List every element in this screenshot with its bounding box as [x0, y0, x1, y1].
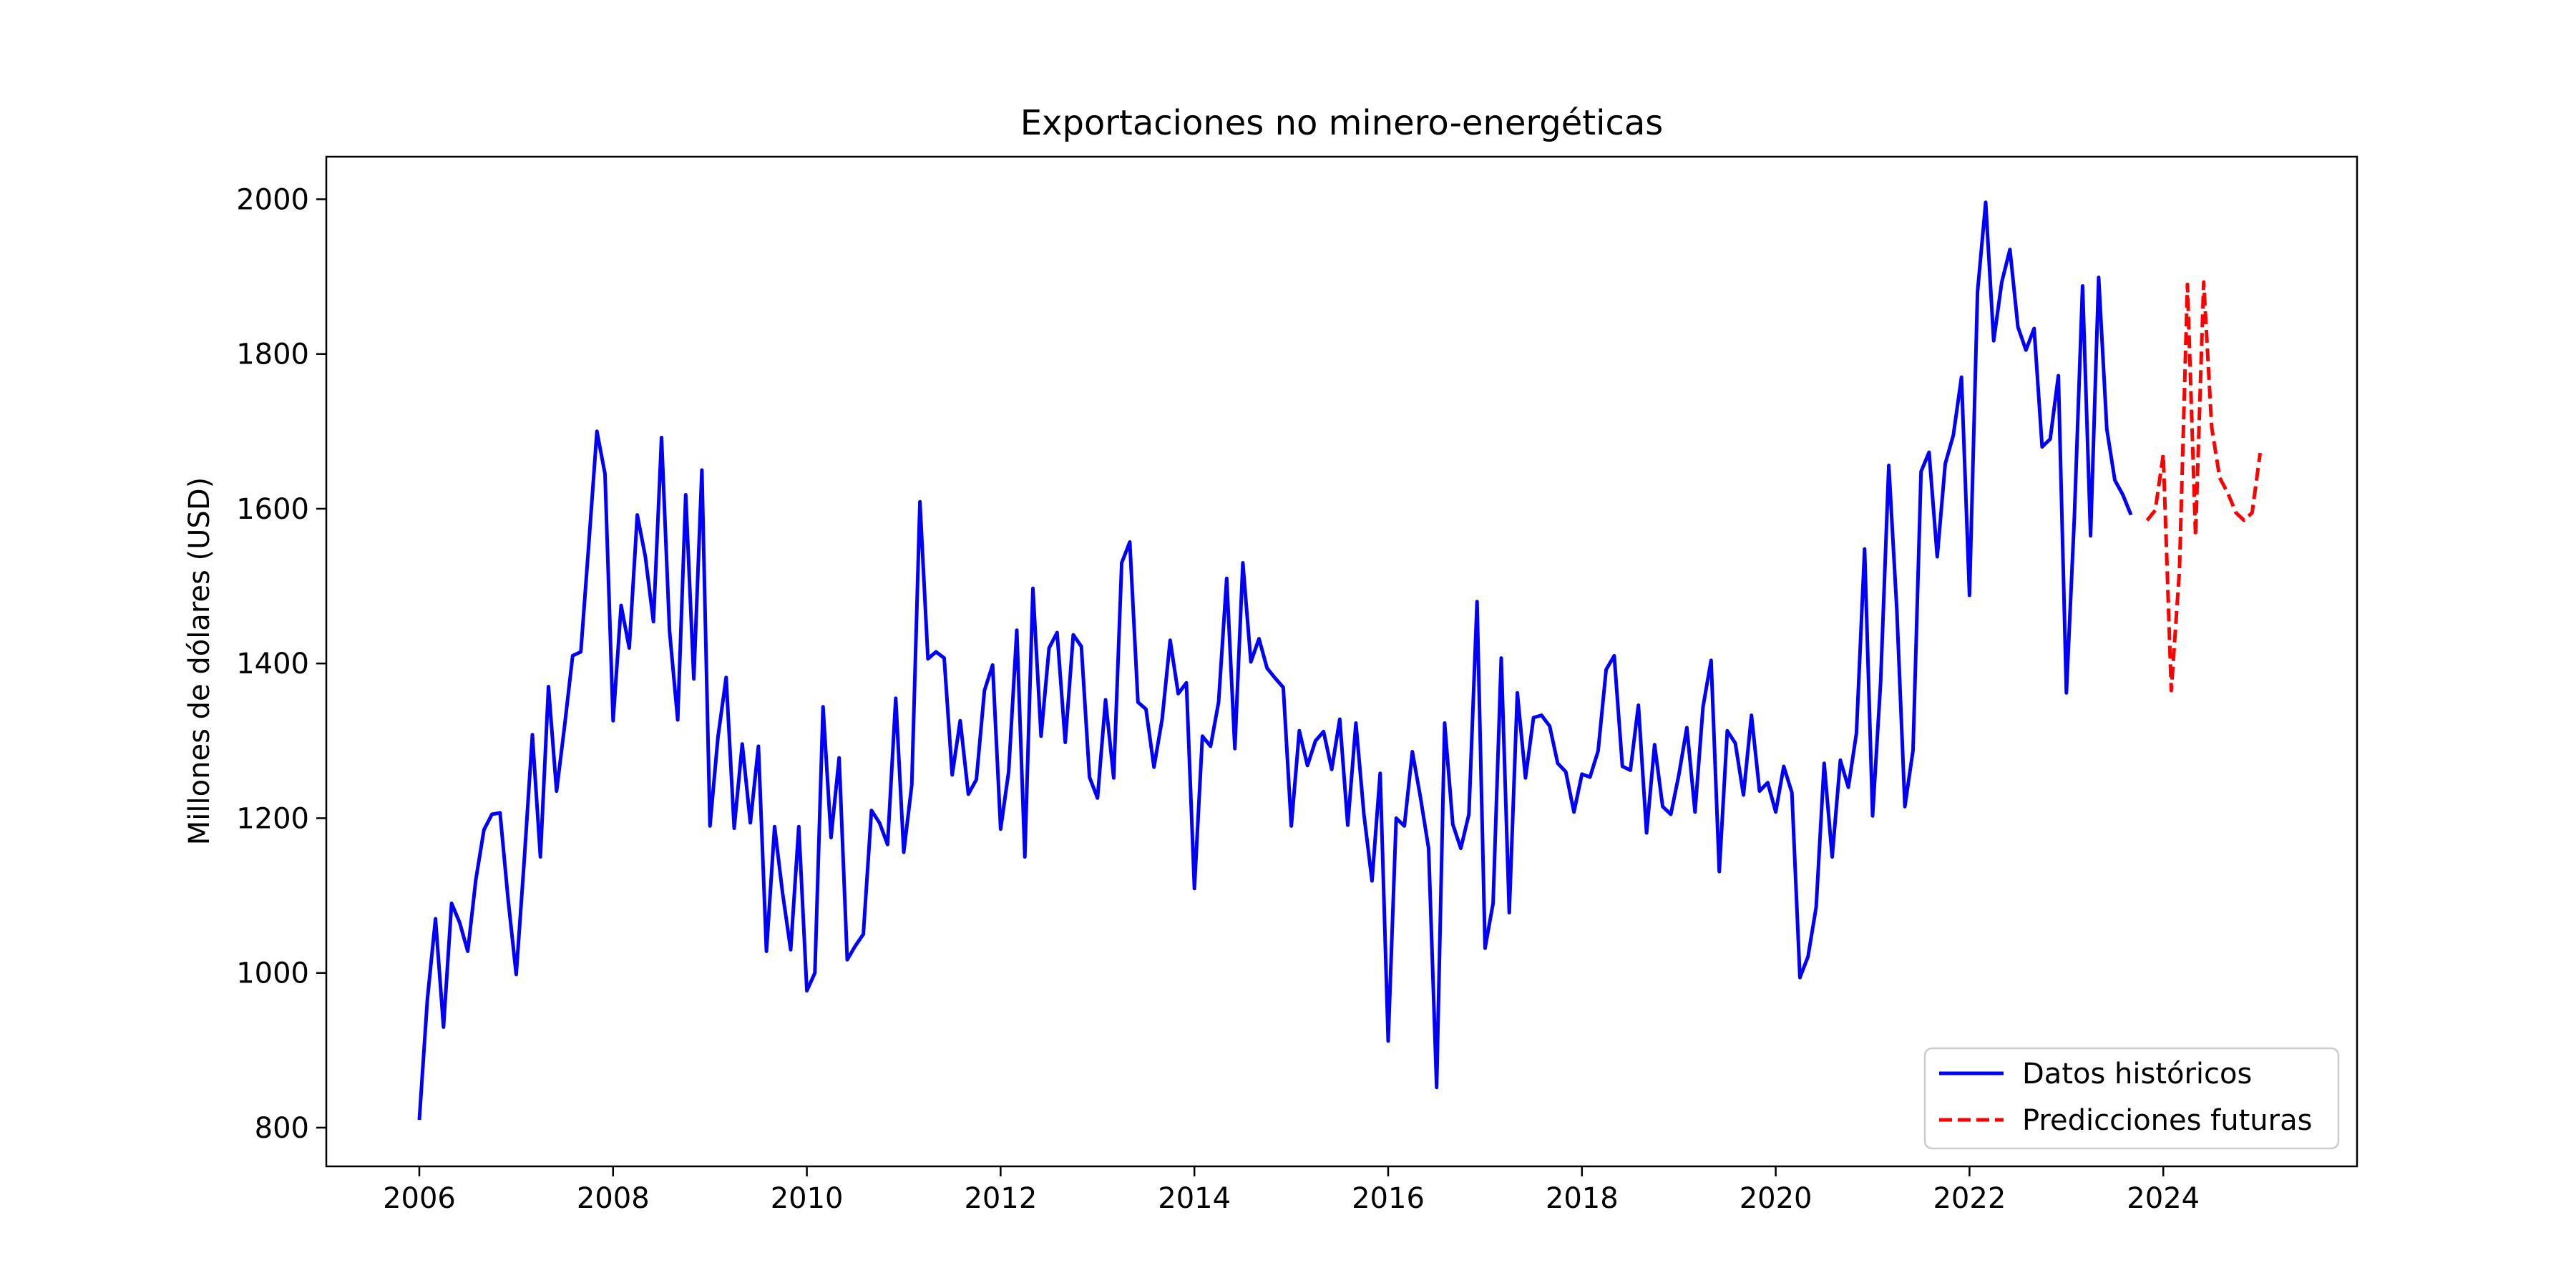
x-tick-label: 2008	[577, 1182, 650, 1215]
x-tick-label: 2020	[1740, 1182, 1813, 1215]
x-tick-label: 2010	[771, 1182, 844, 1215]
y-axis: 800 1000 1200 1400 1600 1800 2000	[236, 183, 326, 1145]
x-tick-label: 2022	[1933, 1182, 2006, 1215]
x-tick-label: 2018	[1546, 1182, 1619, 1215]
x-tick-label: 2014	[1158, 1182, 1231, 1215]
legend: Datos históricos Predicciones futuras	[1923, 1047, 2340, 1150]
y-tick-label: 1600	[236, 493, 309, 526]
y-tick-label: 1800	[236, 338, 309, 371]
legend-label-historicos: Datos históricos	[2022, 1058, 2252, 1091]
forecast-series-line	[2145, 280, 2263, 693]
x-tick-label: 2012	[964, 1182, 1037, 1215]
y-tick-label: 2000	[236, 183, 309, 216]
plot-area	[325, 155, 2358, 1168]
x-axis: 2006 2008 2010 2012 2014 2016 2018 2020 2022 2024	[383, 1166, 2200, 1215]
y-tick-label: 800	[255, 1112, 309, 1145]
y-tick-label: 1200	[236, 802, 309, 835]
y-tick-label: 1000	[236, 957, 309, 990]
x-tick-label: 2016	[1352, 1182, 1425, 1215]
y-axis-label: Millones de dólares (USD)	[183, 477, 216, 845]
y-tick-label: 1400	[236, 648, 309, 680]
x-tick-label: 2006	[383, 1182, 456, 1215]
historical-series-line	[417, 200, 2133, 1121]
x-tick-label: 2024	[2127, 1182, 2200, 1215]
chart-title: Exportaciones no minero-energéticas	[1020, 103, 1664, 143]
series-layer	[417, 200, 2263, 1121]
legend-label-predicciones: Predicciones futuras	[2022, 1104, 2312, 1137]
legend-box	[1923, 1047, 2340, 1150]
axes-frame	[325, 155, 2358, 1168]
